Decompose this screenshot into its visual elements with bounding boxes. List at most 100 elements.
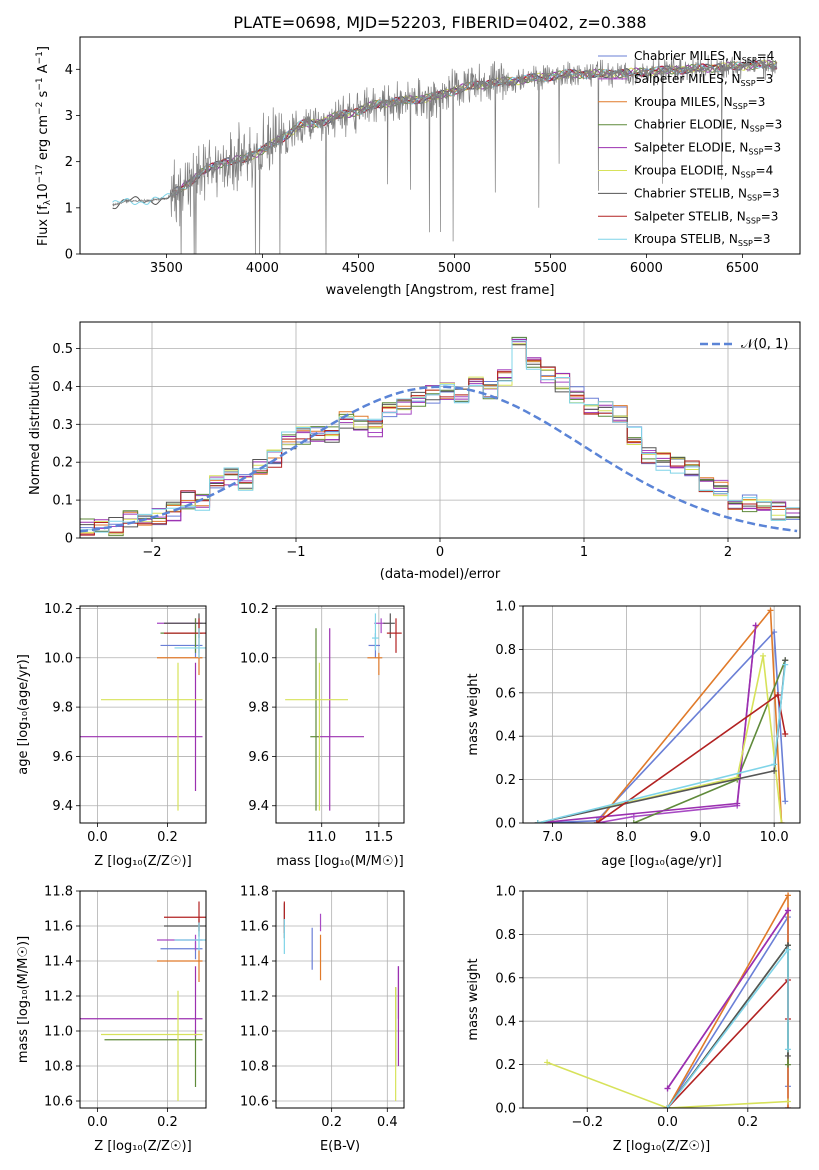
x-axis-label: age [log₁₀(age/yr)] xyxy=(601,854,722,869)
weight-marker xyxy=(630,813,637,820)
mass-vs-ebv-panel: 0.2 0.4 10.6 10.8 11.0 11.2 11.4 11.6 11.8 xyxy=(240,885,405,1130)
axes-frame xyxy=(79,36,801,255)
y-tick-label: 11.8 xyxy=(44,885,73,900)
y-tick-label: 10.2 xyxy=(44,602,73,617)
x-tick-label: 0.4 xyxy=(377,1115,398,1130)
y-tick-label: 11.0 xyxy=(240,1025,269,1040)
y-tick-label: 0.6 xyxy=(495,686,516,701)
x-tick-label: 5000 xyxy=(438,261,471,276)
y-tick-label: 9.6 xyxy=(52,750,73,765)
y-axis-label: Normed distribution xyxy=(28,365,43,495)
axes-frame xyxy=(275,605,405,824)
data-point xyxy=(80,966,203,1037)
legend-entry: Kroupa ELODIE, NSSP=4 xyxy=(634,164,773,180)
legend-entry: Kroupa STELIB, NSSP=3 xyxy=(634,232,771,248)
histogram-line xyxy=(80,340,800,533)
data-point xyxy=(310,628,320,811)
observed-spectrum-line xyxy=(112,54,778,254)
data-point xyxy=(372,613,379,651)
data-point xyxy=(174,628,206,658)
y-tick-label: 11.6 xyxy=(240,920,269,935)
x-tick-label: 2 xyxy=(724,545,732,560)
x-tick-label: 6000 xyxy=(630,261,663,276)
weight-marker xyxy=(784,1052,791,1059)
x-tick-label: −2 xyxy=(142,545,161,560)
y-tick-label: 0.2 xyxy=(495,1058,516,1073)
gaussian-curve xyxy=(80,385,798,533)
weight-line xyxy=(537,660,786,823)
x-tick-label: 4500 xyxy=(342,261,375,276)
legend-entry: Kroupa MILES, NSSP=3 xyxy=(634,95,765,111)
residual-plot-area xyxy=(80,336,800,537)
y-axis-label: mass [log₁₀(M/M☉)] xyxy=(16,936,31,1063)
y-tick-label: 11.8 xyxy=(240,885,269,900)
age-vs-mass-panel: 11.0 11.5 9.4 9.6 9.8 10.0 10.2 xyxy=(240,602,405,845)
data-point xyxy=(80,662,203,791)
y-tick-label: 10.8 xyxy=(44,1060,73,1075)
weight-line xyxy=(596,693,786,823)
x-tick-label: 0.2 xyxy=(737,1115,758,1130)
x-tick-label: 9.0 xyxy=(690,830,711,845)
x-tick-label: 11.0 xyxy=(307,830,336,845)
mass-vs-ebv-plot-area xyxy=(283,901,400,1101)
y-tick-label: 3 xyxy=(65,109,73,124)
weight-marker xyxy=(534,820,541,823)
weight-vs-age-panel: 7.0 8.0 9.0 10.0 0.0 0.2 0.4 0.6 0.8 1.0 xyxy=(495,600,801,845)
x-tick-label: 0.2 xyxy=(157,830,178,845)
weight-marker xyxy=(771,761,778,768)
age-vs-Z-panel: 0.0 0.2 9.4 9.6 9.8 10.0 10.2 xyxy=(44,602,207,845)
y-tick-label: 10.0 xyxy=(240,651,269,666)
legend-entry: Chabrier STELIB, NSSP=3 xyxy=(634,186,780,202)
data-point xyxy=(157,934,203,951)
weight-marker xyxy=(784,1098,791,1105)
data-point xyxy=(104,1031,203,1087)
y-tick-label: 9.6 xyxy=(248,750,269,765)
x-tick-label: 0.0 xyxy=(87,830,108,845)
x-tick-label: 1 xyxy=(580,545,588,560)
y-tick-label: 0.2 xyxy=(495,773,516,788)
x-tick-label: 0.0 xyxy=(87,1115,108,1130)
x-tick-label: 0 xyxy=(436,545,444,560)
legend-entry: Chabrier ELODIE, NSSP=3 xyxy=(634,118,782,134)
x-axis-label: (data-model)/error xyxy=(380,567,501,582)
y-tick-label: 0.8 xyxy=(495,643,516,658)
y-tick-label: 0.1 xyxy=(52,494,73,509)
y-tick-label: 0.4 xyxy=(495,730,516,745)
x-tick-label: 0.2 xyxy=(157,1115,178,1130)
weight-marker xyxy=(760,652,767,659)
weight-vs-Z-plot-area xyxy=(544,892,791,1108)
axes-frame xyxy=(522,605,801,824)
y-tick-label: 10.6 xyxy=(44,1095,73,1110)
y-tick-label: 9.8 xyxy=(248,701,269,716)
weight-marker xyxy=(784,1105,791,1108)
x-axis-label: Z [log₁₀(Z/Z☉)] xyxy=(94,1139,191,1154)
weight-marker xyxy=(784,946,791,953)
data-point xyxy=(160,941,203,960)
y-tick-label: 0.8 xyxy=(495,928,516,943)
y-tick-label: 1 xyxy=(65,201,73,216)
weight-line xyxy=(537,625,757,823)
data-point xyxy=(101,990,203,1101)
legend-entry: Salpeter ELODIE, NSSP=3 xyxy=(634,141,781,157)
x-axis-label: E(B-V) xyxy=(320,1139,360,1154)
x-tick-label: 8.0 xyxy=(616,830,637,845)
y-tick-label: 0.4 xyxy=(495,1015,516,1030)
weight-marker xyxy=(784,1061,791,1068)
weight-marker xyxy=(752,622,759,629)
y-tick-label: 0.2 xyxy=(52,456,73,471)
legend-entry: Salpeter MILES, NSSP=3 xyxy=(634,72,773,88)
weight-line xyxy=(666,892,789,1108)
data-point xyxy=(383,613,395,639)
weight-marker xyxy=(778,820,785,823)
weight-marker xyxy=(784,892,791,899)
y-tick-label: 10.6 xyxy=(240,1095,269,1110)
y-tick-label: 11.4 xyxy=(240,955,269,970)
y-tick-label: 0.3 xyxy=(52,418,73,433)
weight-vs-Z-panel: −0.2 0.0 0.2 0.0 0.2 0.4 0.6 0.8 1.0 xyxy=(495,885,801,1130)
y-axis-label: mass weight xyxy=(466,958,481,1040)
data-point xyxy=(101,662,203,811)
y-tick-label: 1.0 xyxy=(495,885,516,900)
y-tick-label: 4 xyxy=(65,63,73,78)
x-tick-label: 7.0 xyxy=(542,830,563,845)
figure-title: PLATE=0698, MJD=52203, FIBERID=0402, z=0… xyxy=(233,13,646,32)
